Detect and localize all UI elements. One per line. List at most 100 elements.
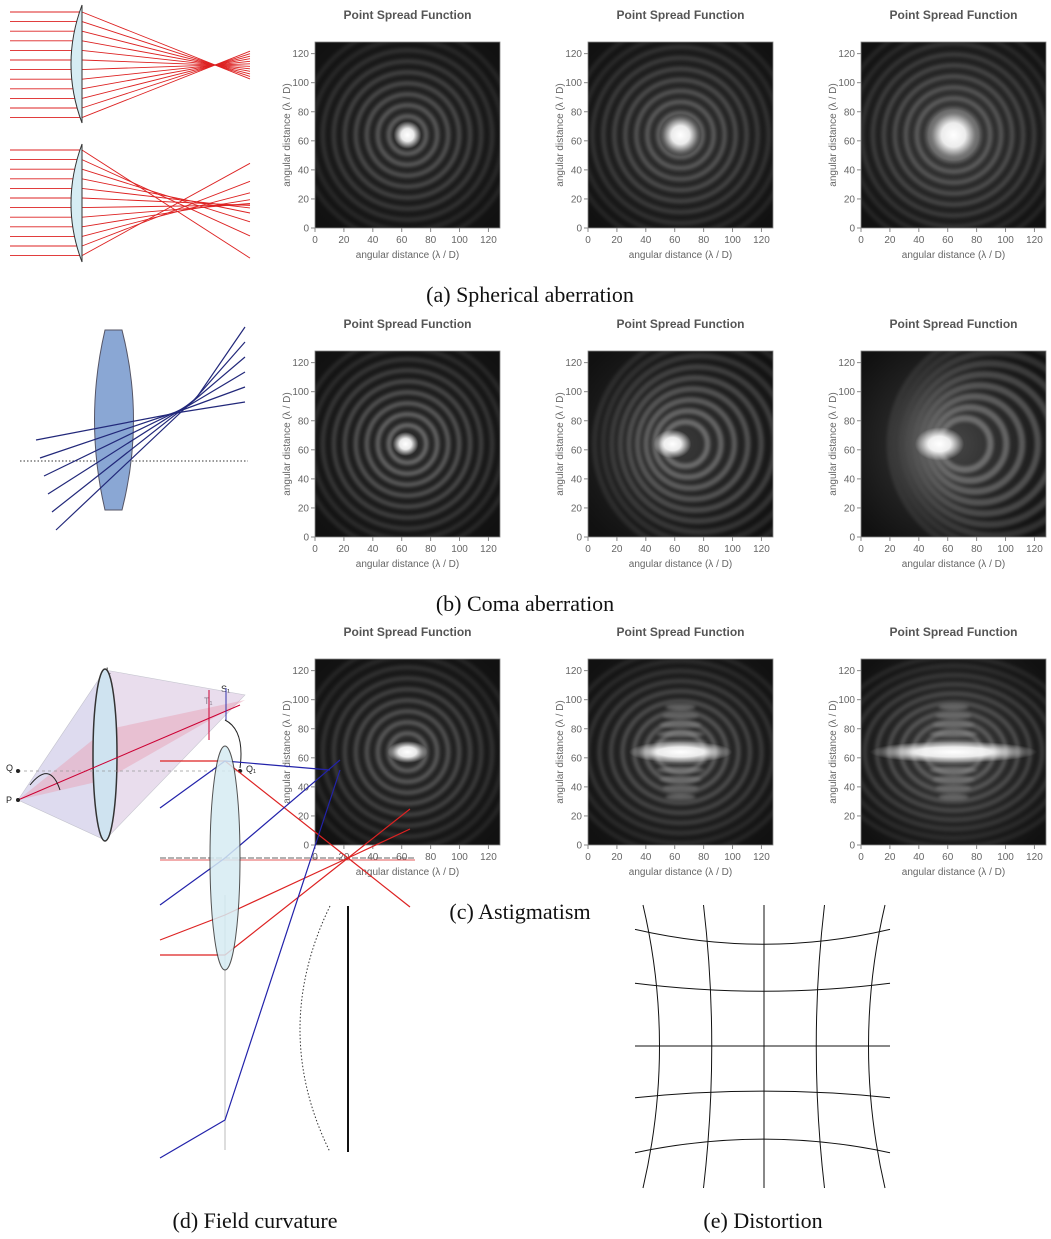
psf-core bbox=[915, 427, 964, 461]
x-axis-label: angular distance (λ / D) bbox=[902, 559, 1005, 570]
x-tick-label: 60 bbox=[942, 852, 954, 863]
y-tick-label: 100 bbox=[565, 695, 582, 706]
y-tick-label: 20 bbox=[571, 811, 583, 822]
psf-lobe bbox=[663, 713, 699, 719]
y-tick-label: 60 bbox=[298, 445, 310, 456]
x-tick-label: 40 bbox=[640, 544, 652, 555]
grid-curve bbox=[635, 1091, 890, 1098]
lens bbox=[93, 669, 117, 841]
x-tick-label: 120 bbox=[480, 235, 497, 246]
diagram-label: Q₁ bbox=[246, 764, 256, 774]
y-tick-label: 40 bbox=[844, 165, 856, 176]
x-tick-label: 0 bbox=[858, 235, 864, 246]
x-axis-label: angular distance (λ / D) bbox=[902, 250, 1005, 261]
y-axis-label: angular distance (λ / D) bbox=[555, 83, 566, 186]
x-axis-label: angular distance (λ / D) bbox=[629, 867, 732, 878]
x-tick-label: 0 bbox=[312, 235, 318, 246]
x-tick-label: 0 bbox=[585, 235, 591, 246]
y-axis-label: angular distance (λ / D) bbox=[555, 392, 566, 495]
y-tick-label: 0 bbox=[576, 841, 582, 852]
y-tick-label: 40 bbox=[571, 782, 583, 793]
y-tick-label: 60 bbox=[844, 753, 856, 764]
psf-lobe bbox=[933, 776, 975, 782]
x-tick-label: 100 bbox=[451, 544, 468, 555]
y-tick-label: 0 bbox=[849, 224, 855, 235]
y-tick-label: 120 bbox=[565, 358, 582, 369]
diagram-label: Q bbox=[6, 763, 13, 773]
x-tick-label: 120 bbox=[1026, 852, 1043, 863]
y-tick-label: 80 bbox=[844, 107, 856, 118]
lens bbox=[210, 746, 240, 970]
y-tick-label: 20 bbox=[298, 194, 310, 205]
psf-lobe bbox=[663, 785, 699, 791]
point bbox=[16, 769, 20, 773]
x-tick-label: 120 bbox=[753, 544, 770, 555]
ray bbox=[52, 342, 245, 512]
x-tick-label: 60 bbox=[396, 544, 408, 555]
y-tick-label: 100 bbox=[292, 387, 309, 398]
y-tick-label: 120 bbox=[565, 49, 582, 60]
x-tick-label: 40 bbox=[913, 544, 925, 555]
y-tick-label: 60 bbox=[844, 136, 856, 147]
plot-title: Point Spread Function bbox=[344, 317, 472, 331]
plot-title: Point Spread Function bbox=[617, 317, 745, 331]
y-axis-label: angular distance (λ / D) bbox=[282, 700, 293, 803]
y-tick-label: 40 bbox=[571, 165, 583, 176]
psf-lobe bbox=[939, 704, 969, 710]
x-tick-label: 80 bbox=[971, 544, 983, 555]
lens bbox=[71, 144, 82, 262]
psf-image bbox=[288, 15, 528, 255]
psf-lobe bbox=[936, 785, 972, 791]
x-tick-label: 20 bbox=[611, 852, 623, 863]
y-tick-label: 100 bbox=[292, 695, 309, 706]
focal-surface bbox=[300, 906, 330, 1152]
x-tick-label: 0 bbox=[585, 852, 591, 863]
x-tick-label: 20 bbox=[611, 235, 623, 246]
psf-lobe bbox=[666, 704, 696, 710]
y-axis-label: angular distance (λ / D) bbox=[282, 83, 293, 186]
psf-lobe bbox=[657, 767, 705, 773]
x-axis-label: angular distance (λ / D) bbox=[629, 559, 732, 570]
psf-core bbox=[394, 121, 422, 149]
y-tick-label: 40 bbox=[298, 165, 310, 176]
y-tick-label: 120 bbox=[838, 49, 855, 60]
psf-image bbox=[561, 15, 801, 255]
psf-lobe bbox=[930, 767, 978, 773]
psf-core bbox=[393, 432, 419, 456]
plot-title: Point Spread Function bbox=[890, 8, 1018, 22]
x-tick-label: 100 bbox=[451, 852, 468, 863]
y-tick-label: 80 bbox=[844, 724, 856, 735]
plot-title: Point Spread Function bbox=[344, 8, 472, 22]
y-tick-label: 20 bbox=[844, 503, 856, 514]
y-axis-label: angular distance (λ / D) bbox=[828, 392, 839, 495]
x-tick-label: 0 bbox=[585, 544, 591, 555]
x-axis-label: angular distance (λ / D) bbox=[356, 559, 459, 570]
plot-title: Point Spread Function bbox=[344, 625, 472, 639]
ray bbox=[82, 56, 250, 98]
lens bbox=[95, 330, 134, 510]
y-tick-label: 80 bbox=[571, 107, 583, 118]
y-axis-label: angular distance (λ / D) bbox=[828, 700, 839, 803]
y-tick-label: 80 bbox=[298, 416, 310, 427]
y-tick-label: 60 bbox=[298, 136, 310, 147]
psf-image bbox=[561, 632, 801, 872]
psf-lobe bbox=[936, 713, 972, 719]
psf-image bbox=[561, 324, 815, 564]
x-tick-label: 100 bbox=[451, 235, 468, 246]
y-tick-label: 20 bbox=[844, 811, 856, 822]
y-tick-label: 20 bbox=[298, 811, 310, 822]
psf-core bbox=[870, 741, 1038, 763]
x-axis-label: angular distance (λ / D) bbox=[902, 867, 1005, 878]
plot-title: Point Spread Function bbox=[617, 8, 745, 22]
x-tick-label: 100 bbox=[997, 544, 1014, 555]
y-tick-label: 80 bbox=[571, 416, 583, 427]
x-tick-label: 80 bbox=[425, 544, 437, 555]
psf-image bbox=[288, 632, 528, 872]
x-tick-label: 40 bbox=[367, 235, 379, 246]
x-tick-label: 80 bbox=[971, 852, 983, 863]
y-tick-label: 20 bbox=[571, 194, 583, 205]
ray bbox=[36, 402, 245, 440]
y-tick-label: 60 bbox=[571, 753, 583, 764]
psf-lobe bbox=[660, 776, 702, 782]
x-tick-label: 80 bbox=[971, 235, 983, 246]
